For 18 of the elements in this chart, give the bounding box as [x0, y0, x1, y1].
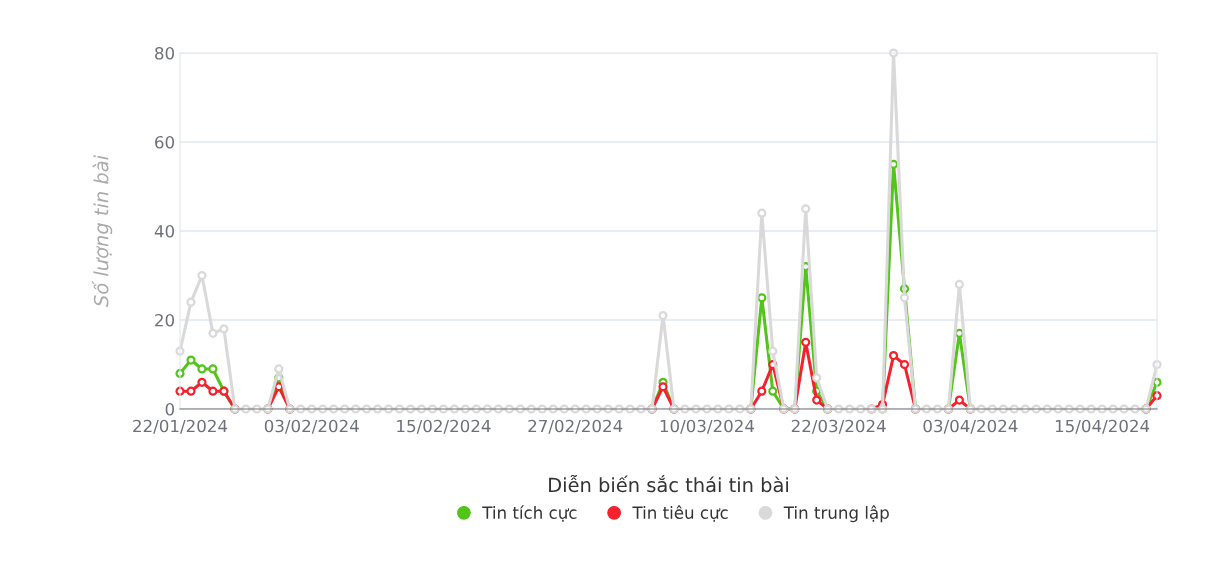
y-tick-label: 60 [155, 135, 175, 149]
x-tick-label: 03/04/2024 [923, 419, 1018, 434]
x-tick-label: 15/04/2024 [1055, 419, 1150, 434]
y-tick-label: 20 [155, 313, 175, 327]
y-tick-label: 40 [154, 224, 175, 238]
legend-label: Tin tích cực [482, 505, 577, 522]
x-axis-title: Diễn biến sắc thái tin bài [549, 474, 788, 493]
x-tick-label: 22/01/2024 [133, 419, 228, 434]
x-tick-label: 15/02/2024 [397, 419, 491, 434]
x-tick-label: 22/03/2024 [791, 419, 886, 434]
x-tick-label: 10/03/2024 [660, 419, 755, 434]
x-tick-label: 03/02/2024 [264, 419, 359, 434]
y-tick-label: 0 [165, 402, 175, 416]
y-tick-label: 80 [155, 46, 175, 60]
x-tick-label: 27/02/2024 [528, 419, 623, 434]
legend-label: Tin tiêu cực [632, 505, 728, 522]
y-axis-title: Số lượng tin bài [91, 155, 113, 307]
legend-label: Tin trung lập [783, 505, 889, 523]
